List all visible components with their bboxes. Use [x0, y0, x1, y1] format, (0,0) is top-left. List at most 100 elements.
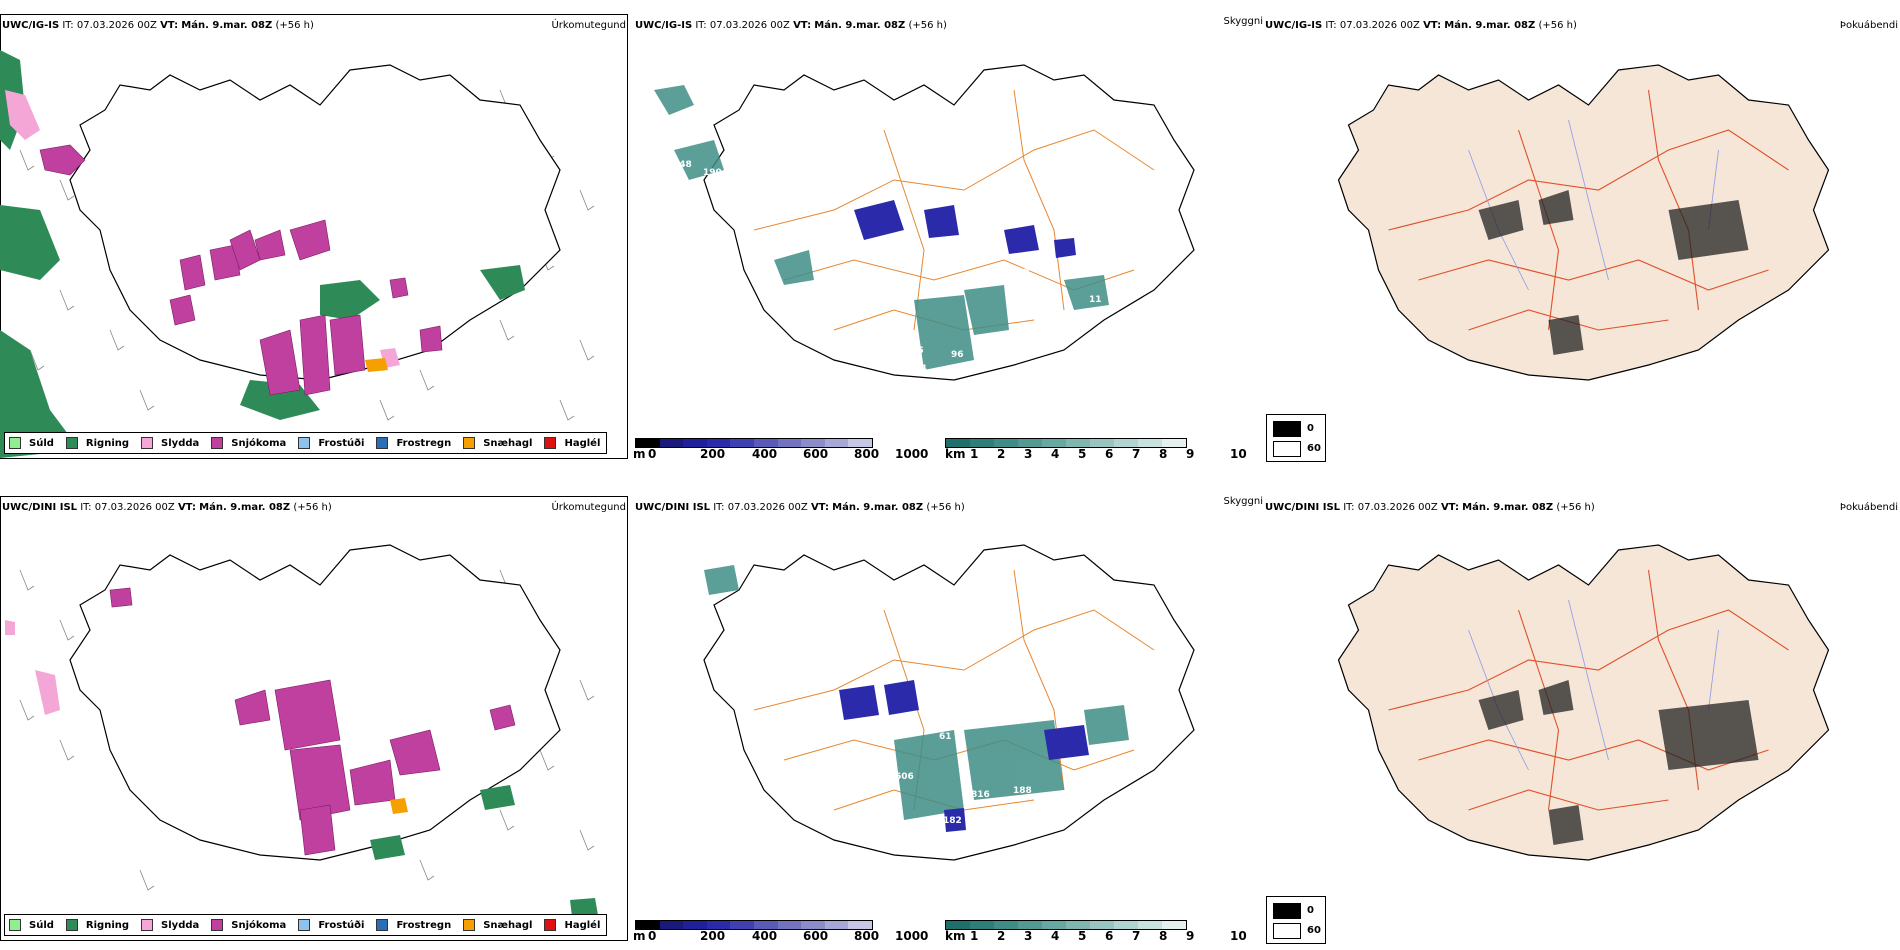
cloud-base-unit: m: [633, 929, 646, 943]
map-value-label: 178: [858, 280, 877, 290]
legend-label-high: 0: [1307, 423, 1314, 434]
legend-item-freezing-rain: Frostregn: [376, 437, 451, 449]
tick-label: 600: [803, 447, 829, 461]
panel-header: UWC/IG-IS IT: 07.03.2026 00Z VT: Mán. 9.…: [635, 20, 947, 31]
map-value-label: 68: [893, 258, 906, 268]
tick-label: 6: [1105, 447, 1114, 461]
low-cloud-base-areas: [854, 200, 1076, 258]
rain-areas: [370, 785, 598, 917]
snow-areas: [39, 144, 443, 396]
tick-label: 200: [700, 929, 726, 943]
visibility-map: [654, 64, 1195, 381]
legend-item-snow: Snjókoma: [211, 437, 286, 449]
legend-item-hail: Haglél: [544, 437, 600, 449]
map-value-label: 88: [1055, 340, 1068, 350]
low-visibility-areas: [654, 85, 1109, 370]
legend-swatch-low: [1273, 441, 1301, 457]
legend-item-snow: Snjókoma: [211, 919, 286, 931]
map-value-label: 644: [908, 364, 927, 374]
panel-header: UWC/DINI ISL IT: 07.03.2026 00Z VT: Mán.…: [2, 502, 332, 513]
tick-label: 400: [752, 447, 778, 461]
fog-indicator-legend: 0 60: [1266, 414, 1326, 462]
map-value-label: 827: [803, 318, 822, 328]
map-value-label: 94: [913, 386, 926, 396]
legend-item-drizzle: Súld: [9, 437, 54, 449]
tick-label: 600: [803, 929, 829, 943]
map-value-label: 72: [871, 732, 884, 742]
tick-label: 1000: [895, 929, 929, 943]
map-value-label: 96: [951, 350, 964, 360]
fog-indicator-legend: 0 60: [1266, 896, 1326, 944]
tick-label: 0: [648, 447, 657, 461]
iceland-outline: [703, 544, 1195, 861]
panel-title: Þokuábendi: [1839, 20, 1898, 31]
fog-indicator-panel-top: UWC/IG-IS IT: 07.03.2026 00Z VT: Mán. 9.…: [1265, 0, 1900, 470]
iceland-outline: [1337, 544, 1830, 861]
tick-label: 10: [1230, 447, 1247, 461]
visibility-colorbar: [945, 438, 1187, 448]
low-cloud-base-areas: [839, 680, 1089, 832]
fog-areas: [1478, 190, 1749, 355]
tick-label: 800: [854, 447, 880, 461]
legend-item-freezing-rain: Frostregn: [376, 919, 451, 931]
legend-label-low: 60: [1307, 443, 1321, 454]
visibility-unit: km: [945, 929, 966, 943]
map-value-label: 10: [1123, 760, 1136, 770]
iceland-outline: [69, 64, 561, 381]
map-value-label: 816: [971, 790, 990, 800]
iceland-outline: [1337, 64, 1830, 381]
precip-map: [5, 544, 598, 917]
tick-label: 2: [997, 447, 1006, 461]
wind-barbs: [19, 569, 595, 891]
map-value-label: 98: [857, 756, 870, 766]
fog-indicator-panel-bottom: UWC/DINI ISL IT: 07.03.2026 00Z VT: Mán.…: [1265, 480, 1900, 950]
map-value-label: 11: [1089, 295, 1102, 305]
low-visibility-areas: [704, 565, 1129, 820]
legend-item-freezing-drizzle: Frostúði: [298, 919, 364, 931]
legend-swatch-high: [1273, 903, 1301, 919]
tick-label: 10: [1230, 929, 1247, 943]
snow-areas: [109, 587, 516, 856]
map-value-label: 140: [935, 258, 954, 268]
legend-item-freezing-drizzle: Frostúði: [298, 437, 364, 449]
map-value-label: 113: [925, 270, 944, 280]
precip-map: [0, 50, 595, 458]
snow-pellet-areas: [365, 358, 388, 372]
map-value-label: 76: [923, 870, 936, 880]
sleet-areas: [5, 620, 60, 715]
map-value-label: 182: [943, 816, 962, 826]
precip-type-panel-top: UWC/IG-IS IT: 07.03.2026 00Z VT: Mán. 9.…: [0, 0, 630, 470]
tick-label: 6: [1105, 929, 1114, 943]
map-value-label: 311: [743, 135, 762, 145]
tick-label: 0: [648, 929, 657, 943]
panel-header: UWC/IG-IS IT: 07.03.2026 00Z VT: Mán. 9.…: [1265, 20, 1577, 31]
map-value-label: 180: [971, 832, 990, 842]
tick-label: 800: [854, 929, 880, 943]
snow-pellet-areas: [390, 798, 408, 814]
tick-label: 1: [970, 447, 979, 461]
map-value-label: 340: [783, 145, 802, 155]
map-value-label: 606: [895, 772, 914, 782]
map-value-label: 848: [673, 160, 692, 170]
legend-label-low: 60: [1307, 925, 1321, 936]
map-value-label: 188: [1013, 786, 1032, 796]
fog-map: [1337, 64, 1830, 381]
legend-item-rain: Rigning: [65, 919, 129, 931]
tick-label: 4: [1051, 929, 1060, 943]
map-value-label: 58: [895, 728, 908, 738]
map-value-labels-top: 848 190 311 340 68 140 113 178 423 11 82…: [633, 30, 1263, 458]
tick-label: 3: [1024, 447, 1033, 461]
tick-label: 7: [1132, 929, 1141, 943]
map-value-label: 805: [905, 346, 924, 356]
tick-label: 200: [700, 447, 726, 461]
cloud-base-unit: m: [633, 447, 646, 461]
tick-label: 400: [752, 929, 778, 943]
visibility-panel-bottom: UWC/DINI ISL IT: 07.03.2026 00Z VT: Mán.…: [633, 480, 1263, 950]
panel-header: UWC/DINI ISL IT: 07.03.2026 00Z VT: Mán.…: [635, 502, 965, 513]
cloud-base-colorbar: [635, 438, 873, 448]
map-value-label: 137: [923, 830, 942, 840]
precip-type-legend: Súld Rigning Slydda Snjókoma Frostúði Fr…: [4, 914, 608, 936]
panel-title: Skyggni: [1223, 496, 1263, 507]
tick-label: 9: [1186, 447, 1195, 461]
legend-item-hail: Haglél: [544, 919, 600, 931]
